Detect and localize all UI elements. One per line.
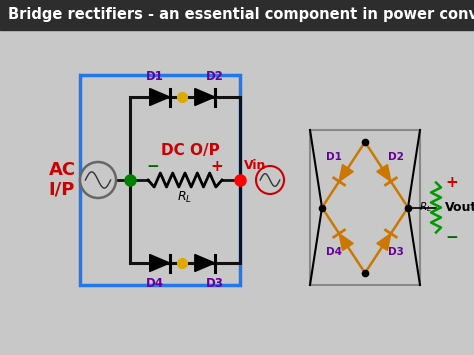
Text: D4: D4 (326, 247, 342, 257)
Text: +: + (445, 175, 458, 190)
Text: D2: D2 (388, 152, 404, 162)
Text: D4: D4 (146, 277, 164, 290)
Circle shape (80, 162, 116, 198)
Text: Bridge rectifiers - an essential component in power conversion: Bridge rectifiers - an essential compone… (8, 7, 474, 22)
Polygon shape (195, 255, 215, 272)
Polygon shape (377, 234, 391, 250)
Text: $R_L$: $R_L$ (177, 190, 192, 205)
Text: AC
I/P: AC I/P (48, 161, 75, 199)
Text: Vout: Vout (445, 201, 474, 214)
Text: −: − (445, 230, 458, 245)
Text: D1: D1 (146, 70, 164, 83)
Bar (0, 0, 474, 30)
Circle shape (256, 166, 284, 194)
Text: D1: D1 (326, 152, 342, 162)
Text: D3: D3 (388, 247, 404, 257)
Bar (80, 75, 240, 285)
Bar (130, 97, 240, 263)
Text: −: − (146, 159, 159, 174)
Polygon shape (150, 88, 170, 105)
Text: Vin: Vin (244, 159, 266, 172)
Text: $R_L$: $R_L$ (419, 201, 432, 214)
Polygon shape (195, 88, 215, 105)
Text: D2: D2 (206, 70, 224, 83)
Polygon shape (377, 165, 391, 181)
Polygon shape (339, 234, 353, 250)
Bar (310, 130, 420, 285)
Text: +: + (210, 159, 223, 174)
Polygon shape (150, 255, 170, 272)
Polygon shape (339, 165, 353, 181)
Text: DC O/P: DC O/P (161, 143, 219, 158)
Text: D3: D3 (206, 277, 224, 290)
